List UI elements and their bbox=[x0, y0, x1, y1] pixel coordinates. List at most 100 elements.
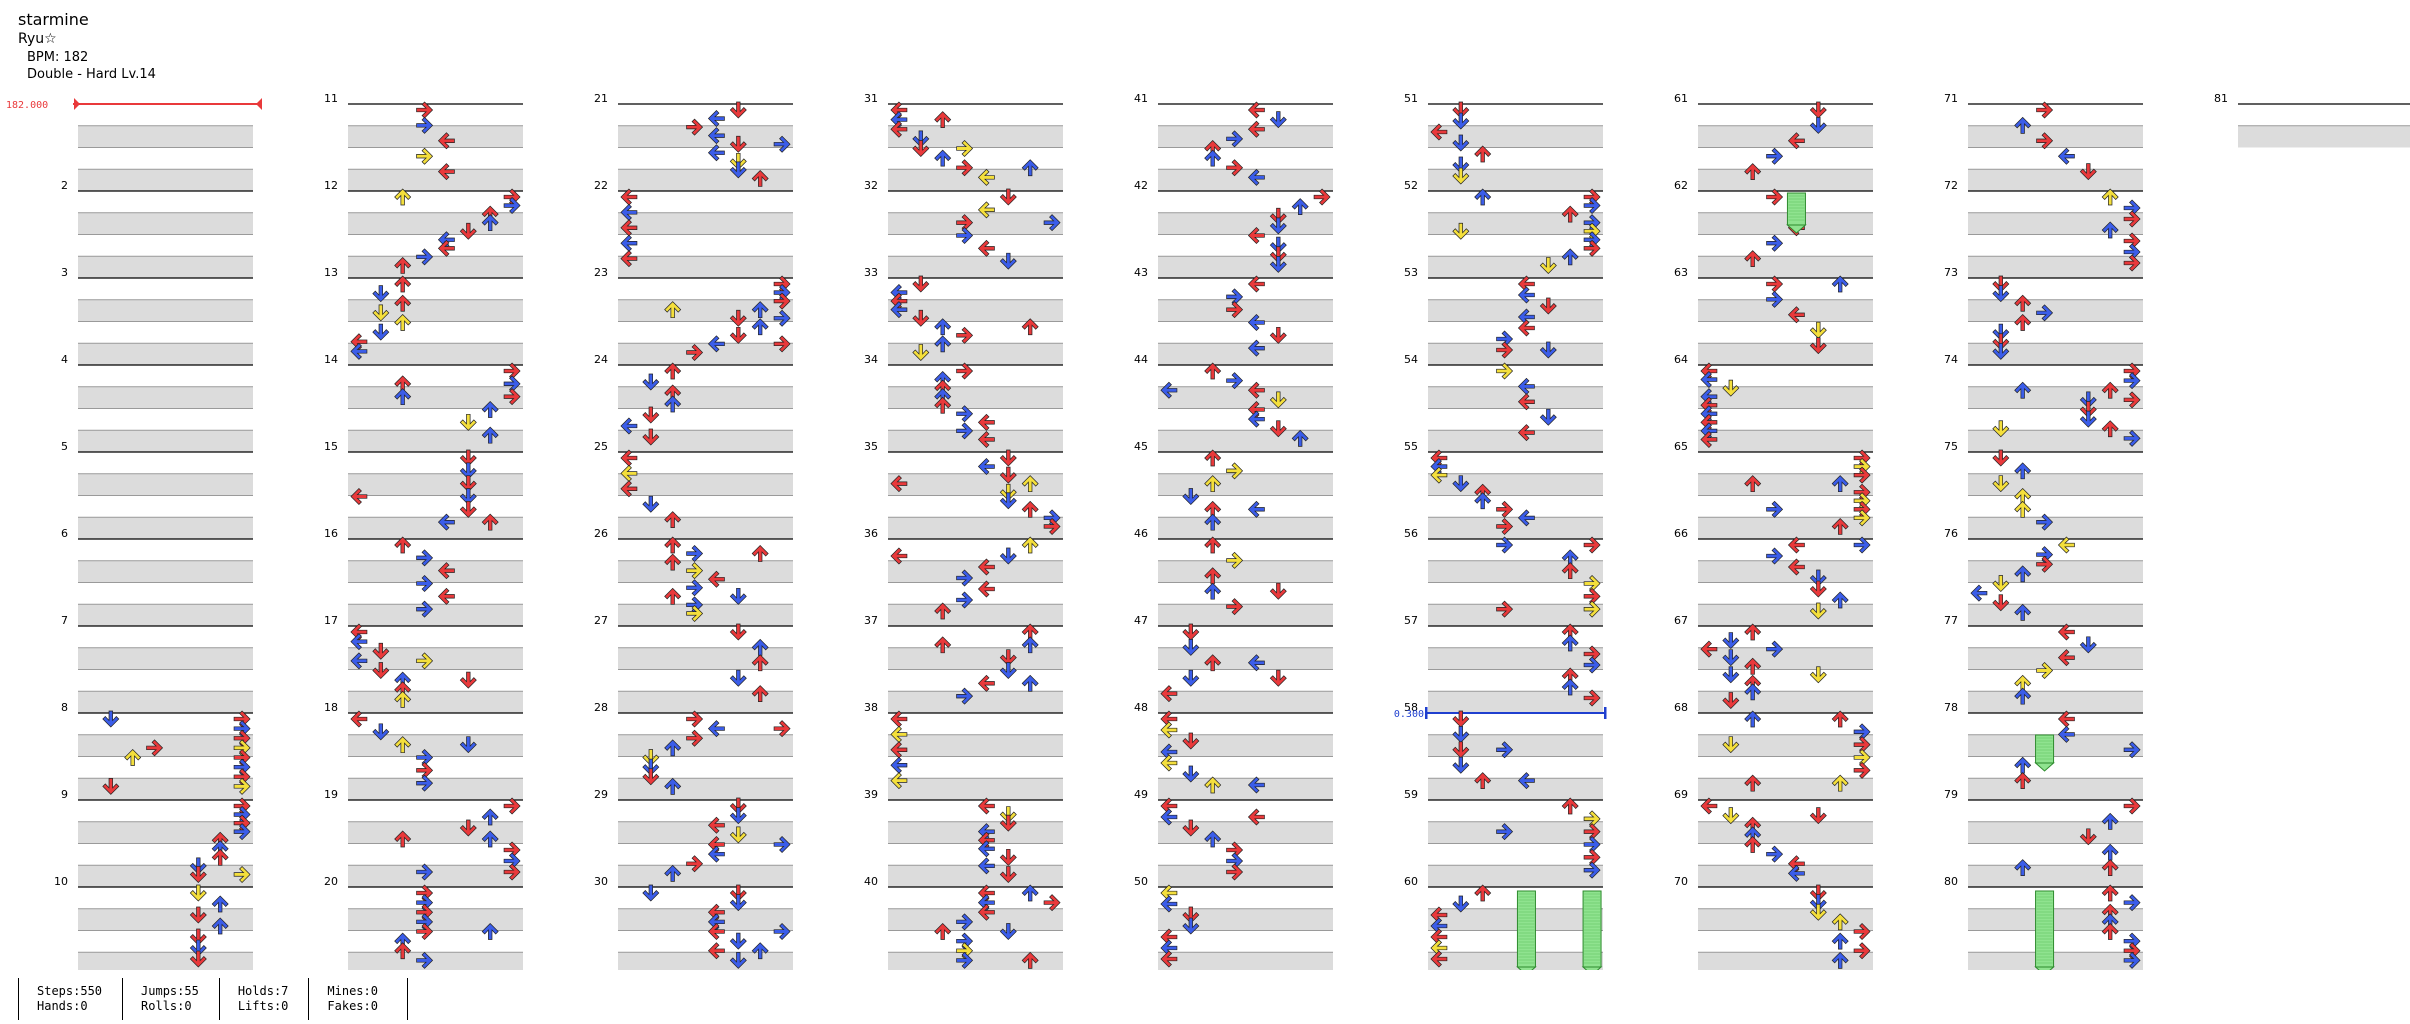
note-arrow bbox=[1809, 602, 1827, 620]
beat-stripe bbox=[888, 299, 1063, 322]
beat-stripe bbox=[888, 430, 1063, 452]
note-arrow bbox=[1766, 234, 1784, 252]
note-arrow bbox=[2101, 188, 2119, 206]
note-arrow bbox=[459, 736, 477, 754]
beat-stripe bbox=[1968, 865, 2143, 887]
note-arrow bbox=[481, 830, 499, 848]
note-arrow bbox=[1247, 654, 1265, 672]
note-arrow bbox=[1043, 517, 1061, 535]
note-arrow bbox=[1269, 207, 1287, 225]
note-arrow bbox=[372, 323, 390, 341]
note-arrow bbox=[1809, 903, 1827, 921]
measure-number: 60 bbox=[1404, 875, 1418, 888]
note-arrow bbox=[1204, 449, 1222, 467]
note-arrow bbox=[1517, 286, 1535, 304]
note-arrow bbox=[189, 857, 207, 875]
note-arrow bbox=[2123, 210, 2141, 228]
beat-stripe bbox=[888, 256, 1063, 278]
measure-number: 28 bbox=[594, 701, 608, 714]
beat-stripe bbox=[1968, 691, 2143, 713]
measure-number: 13 bbox=[324, 266, 338, 279]
note-arrow bbox=[620, 203, 638, 221]
note-arrow bbox=[1744, 774, 1762, 792]
note-arrow bbox=[1766, 640, 1784, 658]
measure-number: 45 bbox=[1134, 440, 1148, 453]
note-arrow bbox=[124, 749, 142, 766]
note-arrow bbox=[620, 449, 638, 467]
note-arrow bbox=[956, 942, 974, 960]
note-arrow bbox=[977, 168, 995, 186]
beat-stripe bbox=[1968, 517, 2143, 539]
bpm-label: BPM: 182 bbox=[27, 50, 89, 65]
stat-fakes: Fakes:0 bbox=[327, 999, 378, 1013]
note-arrow bbox=[977, 458, 995, 476]
beat-stripe bbox=[348, 865, 523, 887]
measure-number: 52 bbox=[1404, 179, 1418, 192]
note-arrow bbox=[2057, 725, 2075, 743]
measure-number: 54 bbox=[1404, 353, 1418, 366]
note-arrow bbox=[2057, 710, 2075, 728]
note-arrow bbox=[934, 149, 952, 167]
measure-number: 70 bbox=[1674, 875, 1688, 888]
note-arrow bbox=[394, 275, 412, 293]
note-arrow bbox=[394, 942, 412, 960]
note-arrow bbox=[459, 222, 477, 240]
note-arrow bbox=[437, 587, 455, 605]
note-arrow bbox=[1831, 913, 1849, 931]
note-arrow bbox=[1226, 863, 1244, 881]
note-arrow bbox=[1809, 580, 1827, 598]
note-arrow bbox=[1204, 776, 1222, 794]
note-arrow bbox=[1313, 188, 1331, 206]
measure-number: 12 bbox=[324, 179, 338, 192]
measure-number: 39 bbox=[864, 788, 878, 801]
note-arrow bbox=[1766, 147, 1784, 165]
beat-stripe bbox=[618, 691, 793, 713]
note-arrow bbox=[1744, 250, 1762, 267]
measure-number: 72 bbox=[1944, 179, 1958, 192]
measure-number: 35 bbox=[864, 440, 878, 453]
note-arrow bbox=[1496, 600, 1514, 618]
note-arrow bbox=[729, 807, 747, 825]
beat-stripe bbox=[1428, 908, 1603, 931]
beat-stripe bbox=[1428, 430, 1603, 452]
note-arrow bbox=[1539, 257, 1557, 274]
hold-tail bbox=[1581, 966, 1603, 970]
beat-stripe bbox=[618, 125, 793, 148]
note-arrow bbox=[1831, 774, 1849, 792]
note-arrow bbox=[1744, 623, 1762, 641]
note-arrow bbox=[459, 475, 477, 493]
note-arrow bbox=[1766, 845, 1784, 863]
note-arrow bbox=[437, 239, 455, 257]
note-arrow bbox=[1853, 923, 1871, 940]
note-arrow bbox=[2014, 756, 2032, 774]
note-arrow bbox=[459, 500, 477, 518]
note-arrow bbox=[912, 309, 930, 327]
beat-stripe bbox=[348, 299, 523, 322]
beat-stripe bbox=[888, 125, 1063, 148]
measure-number: 25 bbox=[594, 440, 608, 453]
beat-stripe bbox=[618, 952, 793, 970]
note-arrow bbox=[1247, 314, 1265, 331]
beat-stripe bbox=[1428, 169, 1603, 191]
beat-stripe bbox=[1428, 212, 1603, 235]
beat-stripe bbox=[618, 473, 793, 496]
note-arrow bbox=[189, 928, 207, 946]
beat-stripe bbox=[1158, 604, 1333, 626]
measure-number: 65 bbox=[1674, 440, 1688, 453]
note-arrow bbox=[1247, 120, 1265, 138]
note-arrow bbox=[189, 884, 207, 902]
beat-stripe bbox=[618, 560, 793, 583]
measure-number: 56 bbox=[1404, 527, 1418, 540]
note-arrow bbox=[2101, 381, 2119, 399]
beat-stripe bbox=[348, 169, 523, 191]
note-arrow bbox=[977, 239, 995, 257]
note-arrow bbox=[437, 513, 455, 531]
note-arrow bbox=[1182, 906, 1200, 924]
beat-stripe bbox=[1428, 647, 1603, 670]
measure-number: 74 bbox=[1944, 353, 1958, 366]
measure-number: 58 bbox=[1404, 701, 1418, 714]
beat-stripe bbox=[1698, 386, 1873, 409]
beat-stripe bbox=[1968, 212, 2143, 235]
note-arrow bbox=[890, 301, 908, 319]
note-arrow bbox=[707, 845, 725, 863]
